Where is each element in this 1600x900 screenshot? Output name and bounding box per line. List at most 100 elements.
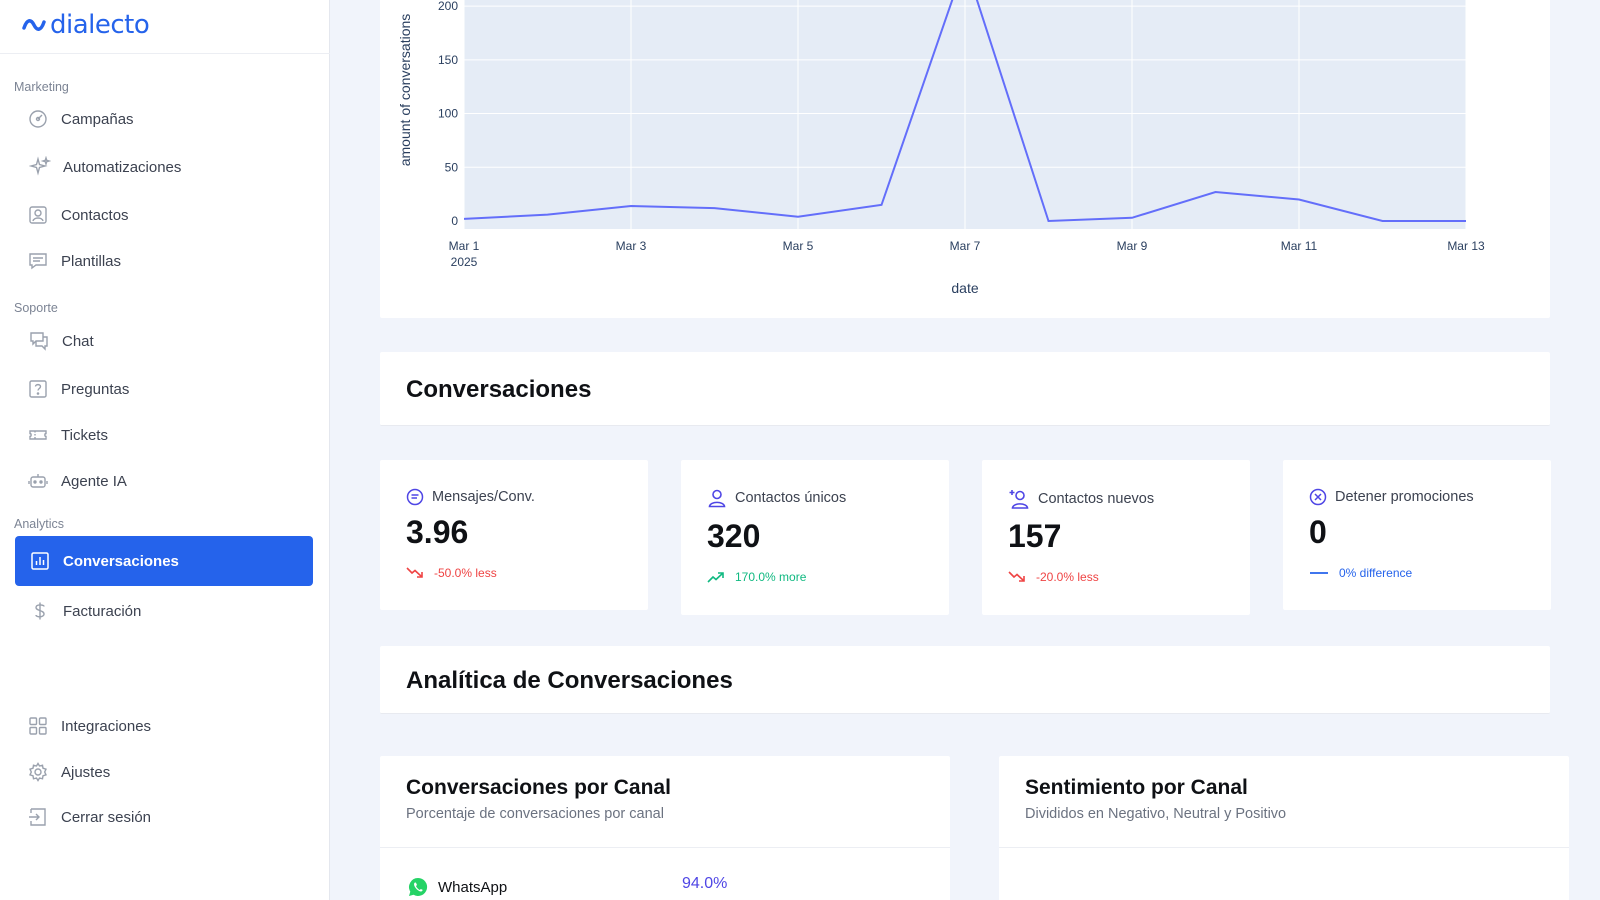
sidebar-item-tickets[interactable]: Tickets [15,412,313,458]
sparkles-icon [29,156,51,178]
metric-label: Contactos únicos [735,490,847,506]
whatsapp-icon [409,877,428,896]
brand-name: dialecto [50,10,150,40]
sidebar-item-label: Preguntas [61,380,130,398]
dollar-icon [29,600,51,622]
conversations-line-chart[interactable]: 0 50 100 150 200 Mar 1 Mar 3 Mar 5 Mar 7 Mar 9 Mar… [380,0,1550,318]
metric-card-detener-promociones: Detener promociones 0 0% difference [1283,460,1551,610]
sidebar-item-contactos[interactable]: Contactos [15,192,313,238]
dialecto-logo-icon [22,19,46,31]
card-conversaciones-por-canal: Conversaciones por Canal Porcentaje de c… [380,756,950,900]
sidebar-item-facturacion[interactable]: Facturación [15,588,313,634]
gear-icon [27,761,49,783]
sidebar-item-label: Conversaciones [63,552,179,570]
message-bubble-icon [406,488,424,506]
metric-label: Mensajes/Conv. [432,489,535,505]
metric-value: 157 [1008,518,1062,554]
channel-name: WhatsApp [438,878,508,896]
section-label-marketing: Marketing [14,80,69,94]
metric-trend-text: 170.0% more [735,570,807,584]
card-subtitle: Porcentaje de conversaciones por canal [406,806,664,822]
brand-logo[interactable]: dialecto [22,0,150,52]
sidebar-item-label: Facturación [63,602,142,620]
card-sentimiento-por-canal: Sentimiento por Canal Divididos en Negat… [999,756,1569,900]
x-axis-title: date [951,280,978,296]
sidebar-item-label: Chat [62,332,94,350]
metric-value: 0 [1309,514,1327,550]
sidebar-item-conversaciones[interactable]: Conversaciones [15,536,313,586]
user-plus-icon [1009,490,1029,509]
metric-card-mensajes: Mensajes/Conv. 3.96 -50.0% less [380,460,648,610]
metric-trend-text: -20.0% less [1036,570,1099,584]
sidebar-item-label: Plantillas [61,252,122,270]
question-square-icon [27,378,49,400]
y-tick-label: 100 [438,107,458,121]
sidebar-item-label: Automatizaciones [63,158,182,176]
channel-row-whatsapp: WhatsApp [408,877,507,897]
trend-up-icon [707,572,724,583]
sidebar-item-label: Agente IA [61,472,127,490]
ticket-icon [27,424,49,446]
user-icon [708,489,726,508]
sidebar-item-integraciones[interactable]: Integraciones [15,703,313,749]
y-axis-title: amount of conversations [397,14,413,167]
conversations-chart-card: 0 50 100 150 200 Mar 1 Mar 3 Mar 5 Mar 7 Mar 9 Mar… [380,0,1550,318]
grid-icon [27,715,49,737]
metric-trend-text: -50.0% less [434,566,497,580]
card-subtitle: Divididos en Negativo, Neutral y Positiv… [1025,806,1287,822]
section-header-analitica: Analítica de Conversaciones [380,646,1550,714]
x-tick-label: Mar 1 [449,239,480,253]
x-tick-label: Mar 9 [1117,239,1148,253]
x-tick-label: Mar 3 [616,239,647,253]
y-tick-label: 50 [445,160,459,174]
contact-card-icon [27,204,49,226]
section-title: Conversaciones [406,376,592,403]
sidebar-divider [0,53,330,54]
sidebar-item-label: Contactos [61,206,129,224]
series-line [464,0,1466,223]
card-divider [999,847,1569,848]
x-tick-year-label: 2025 [451,255,478,269]
trend-flat-icon [1310,572,1328,574]
metric-trend: -20.0% less [1008,570,1099,584]
x-tick-label: Mar 5 [783,239,814,253]
bar-chart-icon [29,550,51,572]
metric-trend-text: 0% difference [1339,566,1413,580]
sidebar-item-ajustes[interactable]: Ajustes [15,749,313,795]
x-circle-icon [1309,488,1327,506]
x-tick-label: Mar 7 [950,239,981,253]
sidebar-item-label: Integraciones [61,717,152,735]
sidebar-item-preguntas[interactable]: Preguntas [15,366,313,412]
sidebar-item-automatizaciones[interactable]: Automatizaciones [15,144,313,190]
card-divider [380,847,950,848]
metric-value: 320 [707,518,761,554]
section-title: Analítica de Conversaciones [406,667,733,694]
chat-bubbles-icon [28,330,50,352]
section-header-conversaciones: Conversaciones [380,352,1550,426]
y-tick-label: 150 [438,53,458,67]
section-label-analytics: Analytics [14,517,65,531]
dashboard-gauge-icon [27,108,49,130]
section-label-soporte: Soporte [14,301,58,315]
card-title: Conversaciones por Canal [406,776,671,799]
sidebar-item-agente-ia[interactable]: Agente IA [15,458,313,504]
y-tick-label: 200 [438,0,458,13]
page-scroll-gutter [1570,0,1600,900]
metric-header: Contactos únicos [707,488,846,508]
y-tick-label: 0 [451,214,458,228]
sidebar-item-label: Cerrar sesión [61,808,152,826]
sidebar-item-label: Campañas [61,110,134,128]
sidebar-item-label: Ajustes [61,763,111,781]
metric-card-contactos-nuevos: Contactos nuevos 157 -20.0% less [982,460,1250,615]
sidebar-item-cerrar-sesion[interactable]: Cerrar sesión [15,794,313,840]
metric-header: Mensajes/Conv. [406,488,535,506]
trend-down-icon [406,567,423,578]
sidebar-item-campanas[interactable]: Campañas [15,96,313,142]
logout-icon [27,806,49,828]
sidebar-item-plantillas[interactable]: Plantillas [15,238,313,284]
metric-trend: -50.0% less [406,566,497,580]
sidebar-item-chat[interactable]: Chat [15,318,313,364]
metric-card-contactos-unicos: Contactos únicos 320 170.0% more [681,460,949,615]
metric-header: Detener promociones [1309,488,1474,506]
card-title: Sentimiento por Canal [1025,776,1248,799]
